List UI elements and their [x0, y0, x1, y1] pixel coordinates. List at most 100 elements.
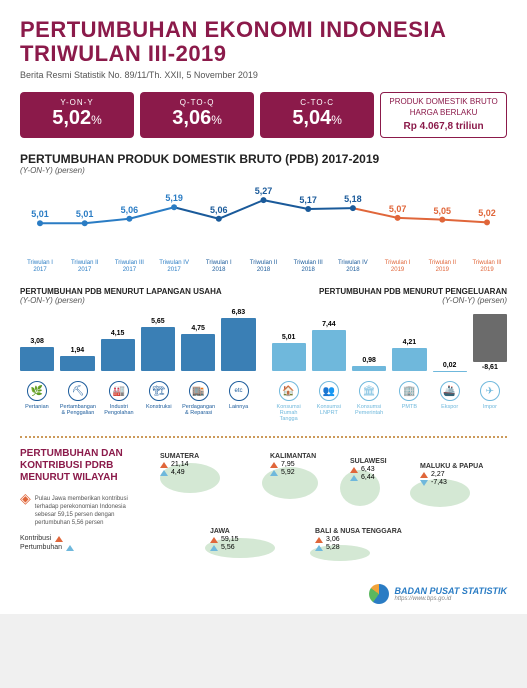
bar-value: 4,15 [111, 330, 125, 337]
footer-text: BADAN PUSAT STATISTIK https://www.bps.go… [395, 586, 508, 602]
bar-value: 0,98 [362, 357, 376, 364]
icon-column: ✈ Impor [473, 381, 507, 422]
bar-column: 7,44 [312, 321, 346, 371]
region-item: JAWA 59,15 5,56 [210, 528, 239, 551]
icon-column: 🏭 Industri Pengolahan [102, 381, 136, 416]
region-k: 21,14 [160, 461, 199, 468]
category-label: Ekspor [441, 404, 458, 410]
bar-column: 4,15 [101, 330, 135, 372]
bars-right: 5,017,440,984,210,02-8,61 [272, 311, 508, 371]
bar [272, 343, 306, 371]
category-icon: 🌿 [27, 381, 47, 401]
region-legend: KontribusiPertumbuhan [20, 535, 140, 551]
category-label: Konsumsi LNPRT [312, 404, 346, 416]
region-left: PERTUMBUHAN DAN KONTRIBUSI PDRB MENURUT … [20, 448, 140, 578]
icon-column: 🏛Konsumsi Pemerintah [352, 381, 386, 422]
bar-value: 6,83 [232, 309, 246, 316]
metric-card: Y-ON-Y5,02% [20, 92, 134, 138]
category-label: Konsumsi Pemerintah [352, 404, 386, 416]
region-section: PERTUMBUHAN DAN KONTRIBUSI PDRB MENURUT … [20, 448, 507, 578]
region-p: 4,49 [160, 469, 199, 476]
metric-value: 3,06% [150, 107, 244, 130]
region-k: 7,95 [270, 461, 316, 468]
region-k: 2,27 [420, 471, 483, 478]
region-name: SULAWESI [350, 458, 387, 465]
line-point-label: 5,18 [344, 194, 362, 204]
category-label: PMTB [402, 404, 417, 410]
line-point-label: 5,02 [478, 208, 496, 218]
bar [141, 327, 175, 371]
region-p: 5,92 [270, 469, 316, 476]
category-icon: ⛏ [68, 381, 88, 401]
line-x-label: Triwulan II 2017 [67, 260, 103, 273]
bar-left-title: PERTUMBUHAN PDB MENURUT LAPANGAN USAHA [20, 287, 256, 296]
bar-column: 0,98 [352, 357, 386, 371]
line-x-label: Triwulan II 2019 [424, 260, 460, 273]
line-point-label: 5,19 [165, 193, 183, 203]
category-icon: 🏗 [149, 381, 169, 401]
region-p: 6,44 [350, 474, 387, 481]
line-point-label: 5,27 [255, 186, 273, 196]
metric-card: C-TO-C5,04% [260, 92, 374, 138]
metrics-row: Y-ON-Y5,02%Q-TO-Q3,06%C-TO-C5,04%PRODUK … [20, 92, 507, 138]
bar-right-note: (Y-ON-Y) (persen) [272, 296, 508, 305]
category-icon: 🏬 [189, 381, 209, 401]
category-label: Impor [483, 404, 497, 410]
bar-column: 1,94 [60, 347, 94, 371]
region-name: JAWA [210, 528, 239, 535]
category-label: Lainnya [229, 404, 248, 410]
region-name: MALUKU & PAPUA [420, 463, 483, 470]
bar-chart-left: PERTUMBUHAN PDB MENURUT LAPANGAN USAHA (… [20, 287, 256, 422]
line-point-label: 5,06 [210, 205, 228, 215]
bar [20, 347, 54, 371]
bar-value: 1,94 [71, 347, 85, 354]
category-icon: ✈ [480, 381, 500, 401]
line-x-label: Triwulan IV 2018 [335, 260, 371, 273]
line-point-label: 5,06 [121, 205, 139, 215]
category-label: Konsumsi Rumah Tangga [272, 404, 306, 422]
line-point-label: 5,07 [389, 204, 407, 214]
category-icon: 🏢 [399, 381, 419, 401]
region-k: 3,06 [315, 536, 402, 543]
two-bar-charts: PERTUMBUHAN PDB MENURUT LAPANGAN USAHA (… [20, 287, 507, 422]
region-item: SUMATERA 21,14 4,49 [160, 453, 199, 476]
line-chart-note: (Y-ON-Y) (persen) [20, 166, 507, 175]
category-icon: 👥 [319, 381, 339, 401]
metric-label: C-TO-C [270, 98, 364, 107]
category-label: Perdagangan & Reparasi [182, 404, 216, 416]
category-icon: etc [229, 381, 249, 401]
icon-column: etc Lainnya [222, 381, 256, 416]
region-p: 5,28 [315, 544, 402, 551]
footer-org: BADAN PUSAT STATISTIK [395, 586, 508, 596]
line-x-label: Triwulan I 2019 [380, 260, 416, 273]
category-label: Pertanian [25, 404, 49, 410]
bar-column: 3,08 [20, 338, 54, 371]
pdb-box: PRODUK DOMESTIK BRUTOHARGA BERLAKURp 4.0… [380, 92, 507, 138]
category-icon: 🏠 [279, 381, 299, 401]
category-label: Industri Pengolahan [102, 404, 136, 416]
bar-chart-right: PERTUMBUHAN PDB MENURUT PENGELUARAN (Y-O… [272, 287, 508, 422]
line-chart-title: PERTUMBUHAN PRODUK DOMESTIK BRUTO (PDB) … [20, 152, 507, 166]
main-title: PERTUMBUHAN EKONOMI INDONESIA TRIWULAN I… [20, 18, 507, 66]
icon-column: 🏢 PMTB [392, 381, 426, 422]
region-k: 59,15 [210, 536, 239, 543]
category-icon: 🏭 [109, 381, 129, 401]
line-x-label: Triwulan III 2017 [111, 260, 147, 273]
line-point-label: 5,01 [31, 209, 49, 219]
line-x-label: Triwulan III 2019 [469, 260, 505, 273]
footer: BADAN PUSAT STATISTIK https://www.bps.go… [20, 584, 507, 604]
metric-value: 5,02% [30, 107, 124, 130]
icon-column: ⛏ Pertambangan & Penggalian [60, 381, 96, 416]
bar-right-title: PERTUMBUHAN PDB MENURUT PENGELUARAN [272, 287, 508, 296]
line-x-label: Triwulan III 2018 [290, 260, 326, 273]
infographic-page: PERTUMBUHAN EKONOMI INDONESIA TRIWULAN I… [0, 0, 527, 614]
region-item: SULAWESI 6,43 6,44 [350, 458, 387, 481]
icons-left: 🌿 Pertanian ⛏ Pertambangan & Penggalian 🏭 Ind… [20, 381, 256, 416]
bar-value: 5,01 [282, 334, 296, 341]
category-label: Pertambangan & Penggalian [60, 404, 96, 416]
bps-logo-icon [369, 584, 389, 604]
bar-value: 4,75 [191, 325, 205, 332]
region-item: KALIMANTAN 7,95 5,92 [270, 453, 316, 476]
category-label: Konstruksi [146, 404, 172, 410]
region-name: KALIMANTAN [270, 453, 316, 460]
